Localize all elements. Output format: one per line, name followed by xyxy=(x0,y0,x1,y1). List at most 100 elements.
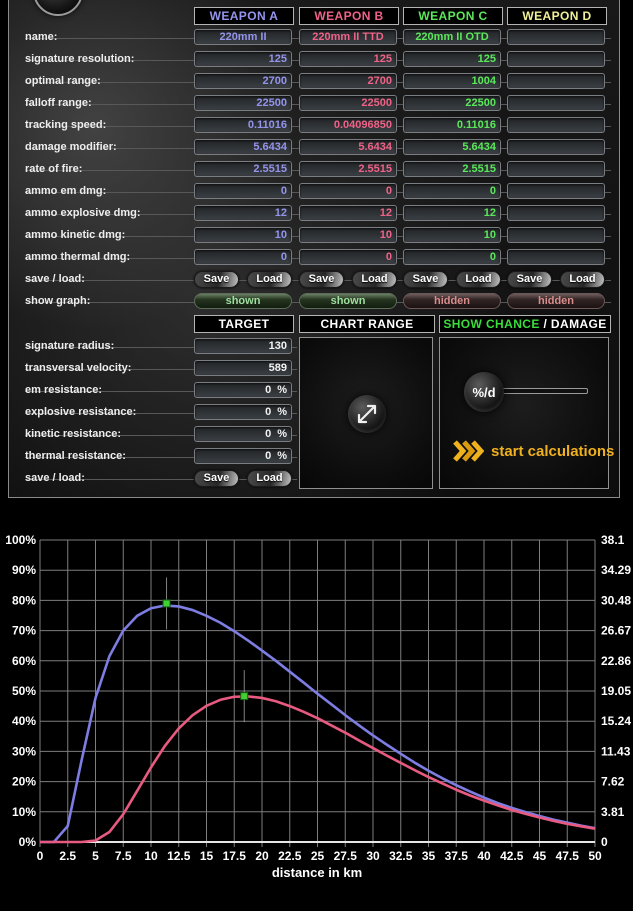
target-load-button[interactable]: Load xyxy=(247,470,292,487)
chance-damage-toggle-ball[interactable]: %/d xyxy=(464,372,504,412)
target-explosive-resistance-field[interactable]: 0% xyxy=(194,404,292,420)
weapon-b-falloff-range-field[interactable]: 22500 xyxy=(299,95,397,111)
weapon-c-save-button[interactable]: Save xyxy=(403,271,448,288)
value: 220mm II OTD xyxy=(415,31,489,43)
weapon-d-damage-modifier-field[interactable] xyxy=(507,139,605,155)
y-right-tick-label: 38.1 xyxy=(601,533,625,547)
label-thermal-resistance: thermal resistance: xyxy=(25,450,126,462)
start-calculations-button[interactable]: start calculations xyxy=(452,440,614,462)
leader-line xyxy=(25,479,297,480)
weapon-b-ammo-kinetic-dmg-field[interactable]: 10 xyxy=(299,227,397,243)
weapon-a-tracking-speed-field[interactable]: 0.11016 xyxy=(194,117,292,133)
weapon-d-ammo-em-dmg-field[interactable] xyxy=(507,183,605,199)
weapon-b-optimal-range-field[interactable]: 2700 xyxy=(299,73,397,89)
weapon-c-load-button[interactable]: Load xyxy=(456,271,501,288)
weapon-a-damage-modifier-field[interactable]: 5.6434 xyxy=(194,139,292,155)
weapon-c-tracking-speed-field[interactable]: 0.11016 xyxy=(403,117,501,133)
weapon-b-tracking-speed-field[interactable]: 0.04096850 xyxy=(299,117,397,133)
weapon-d-save-button[interactable]: Save xyxy=(507,271,552,288)
weapon-a-ammo-thermal-dmg-field[interactable]: 0 xyxy=(194,249,292,265)
weapon-c-ammo-thermal-dmg-field[interactable]: 0 xyxy=(403,249,501,265)
weapon-c-damage-modifier-field[interactable]: 5.6434 xyxy=(403,139,501,155)
weapon-d-ammo-kinetic-dmg-field[interactable] xyxy=(507,227,605,243)
target-kinetic-resistance-field[interactable]: 0% xyxy=(194,426,292,442)
chart-range-panel xyxy=(299,337,433,489)
weapon-b-ammo-explosive-dmg-field[interactable]: 12 xyxy=(299,205,397,221)
value: 0 xyxy=(489,251,496,263)
weapon-c-show-graph-toggle[interactable]: hidden xyxy=(403,293,501,309)
target-transversal-velocity-field[interactable]: 589 xyxy=(194,360,292,376)
row-em-resistance: em resistance: 0% xyxy=(9,382,615,400)
target-em-resistance-field[interactable]: 0% xyxy=(194,382,292,398)
weapon-d-ammo-thermal-dmg-field[interactable] xyxy=(507,249,605,265)
weapon-a-falloff-range-field[interactable]: 22500 xyxy=(194,95,292,111)
value: 10 xyxy=(274,229,287,241)
hit-chance-damage-chart: 0 2.5 5 7.5 10 12.5 15 17.5 20 22.5 25 27.5 30 32.5 35… xyxy=(5,533,631,880)
weapon-a-ammo-explosive-dmg-field[interactable]: 12 xyxy=(194,205,292,221)
leader-line xyxy=(25,391,297,392)
value: 5.6434 xyxy=(462,141,496,153)
weapon-c-ammo-explosive-dmg-field[interactable]: 12 xyxy=(403,205,501,221)
weapon-b-ammo-em-dmg-field[interactable]: 0 xyxy=(299,183,397,199)
row-name: name: 220mm II 220mm II TTD 220mm II OTD xyxy=(9,29,615,47)
chart-range-drag-ball[interactable] xyxy=(348,395,386,433)
weapon-d-falloff-range-field[interactable] xyxy=(507,95,605,111)
weapon-c-optimal-range-field[interactable]: 1004 xyxy=(403,73,501,89)
section-header-row: TARGET CHART RANGE SHOW CHANCE / DAMAGE xyxy=(9,315,615,333)
weapon-b-load-button[interactable]: Load xyxy=(352,271,397,288)
x-tick-label: 50 xyxy=(588,849,602,863)
weapon-a-rate-of-fire-field[interactable]: 2.5515 xyxy=(194,161,292,177)
row-ammo-em-dmg: ammo em dmg: 0 0 0 xyxy=(9,183,615,201)
weapon-b-ammo-thermal-dmg-field[interactable]: 0 xyxy=(299,249,397,265)
peak-marker[interactable] xyxy=(162,599,171,608)
x-tick-label: 5 xyxy=(92,849,99,863)
x-tick-label: 40 xyxy=(477,849,491,863)
weapon-d-show-graph-toggle[interactable]: hidden xyxy=(507,293,605,309)
show-chance-damage-header: SHOW CHANCE / DAMAGE xyxy=(439,315,611,333)
weapon-b-show-graph-toggle[interactable]: shown xyxy=(299,293,397,309)
weapon-d-name-field[interactable] xyxy=(507,29,605,45)
value: 0 xyxy=(265,428,272,440)
weapon-a-optimal-range-field[interactable]: 2700 xyxy=(194,73,292,89)
weapon-c-signature-resolution-field[interactable]: 125 xyxy=(403,51,501,67)
target-signature-radius-field[interactable]: 130 xyxy=(194,338,292,354)
weapon-b-damage-modifier-field[interactable]: 5.6434 xyxy=(299,139,397,155)
row-falloff-range: falloff range: 22500 22500 22500 xyxy=(9,95,615,113)
weapon-a-show-graph-toggle[interactable]: shown xyxy=(194,293,292,309)
weapon-d-load-button[interactable]: Load xyxy=(560,271,605,288)
label-target-save-load: save / load: xyxy=(25,472,85,484)
x-tick-label: 30 xyxy=(366,849,380,863)
value: 22500 xyxy=(256,97,287,109)
weapon-b-name-field[interactable]: 220mm II TTD xyxy=(299,29,397,45)
weapon-a-ammo-em-dmg-field[interactable]: 0 xyxy=(194,183,292,199)
weapon-b-signature-resolution-field[interactable]: 125 xyxy=(299,51,397,67)
weapon-b-save-button[interactable]: Save xyxy=(299,271,344,288)
weapon-a-load-button[interactable]: Load xyxy=(247,271,292,288)
weapon-d-header: WEAPON D xyxy=(507,7,607,25)
weapon-c-ammo-kinetic-dmg-field[interactable]: 10 xyxy=(403,227,501,243)
row-damage-modifier: damage modifier: 5.6434 5.6434 5.6434 xyxy=(9,139,615,157)
value: 2.5515 xyxy=(462,163,496,175)
weapon-c-rate-of-fire-field[interactable]: 2.5515 xyxy=(403,161,501,177)
target-save-button[interactable]: Save xyxy=(194,470,239,487)
weapon-c-ammo-em-dmg-field[interactable]: 0 xyxy=(403,183,501,199)
target-thermal-resistance-field[interactable]: 0% xyxy=(194,448,292,464)
chevrons-icon xyxy=(453,440,484,462)
weapon-b-rate-of-fire-field[interactable]: 2.5515 xyxy=(299,161,397,177)
chance-damage-slider[interactable] xyxy=(498,388,588,394)
weapon-d-signature-resolution-field[interactable] xyxy=(507,51,605,67)
weapon-a-ammo-kinetic-dmg-field[interactable]: 10 xyxy=(194,227,292,243)
weapon-d-optimal-range-field[interactable] xyxy=(507,73,605,89)
weapon-c-falloff-range-field[interactable]: 22500 xyxy=(403,95,501,111)
weapon-a-name-field[interactable]: 220mm II xyxy=(194,29,292,45)
weapon-d-tracking-speed-field[interactable] xyxy=(507,117,605,133)
value: 2.5515 xyxy=(253,163,287,175)
weapon-a-save-button[interactable]: Save xyxy=(194,271,239,288)
weapon-a-signature-resolution-field[interactable]: 125 xyxy=(194,51,292,67)
weapon-d-rate-of-fire-field[interactable] xyxy=(507,161,605,177)
weapon-c-name-field[interactable]: 220mm II OTD xyxy=(403,29,501,45)
peak-marker[interactable] xyxy=(240,692,249,701)
label-damage-modifier: damage modifier: xyxy=(25,141,117,153)
weapon-d-ammo-explosive-dmg-field[interactable] xyxy=(507,205,605,221)
